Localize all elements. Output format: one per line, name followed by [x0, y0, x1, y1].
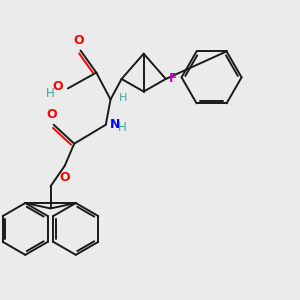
Text: H: H: [118, 121, 127, 134]
Text: F: F: [169, 72, 177, 86]
Text: O: O: [74, 34, 84, 47]
Text: O: O: [47, 108, 57, 121]
Text: O: O: [59, 172, 70, 184]
Text: N: N: [110, 118, 120, 130]
Text: H: H: [119, 93, 128, 103]
Text: O: O: [52, 80, 63, 93]
Text: H: H: [46, 87, 55, 100]
